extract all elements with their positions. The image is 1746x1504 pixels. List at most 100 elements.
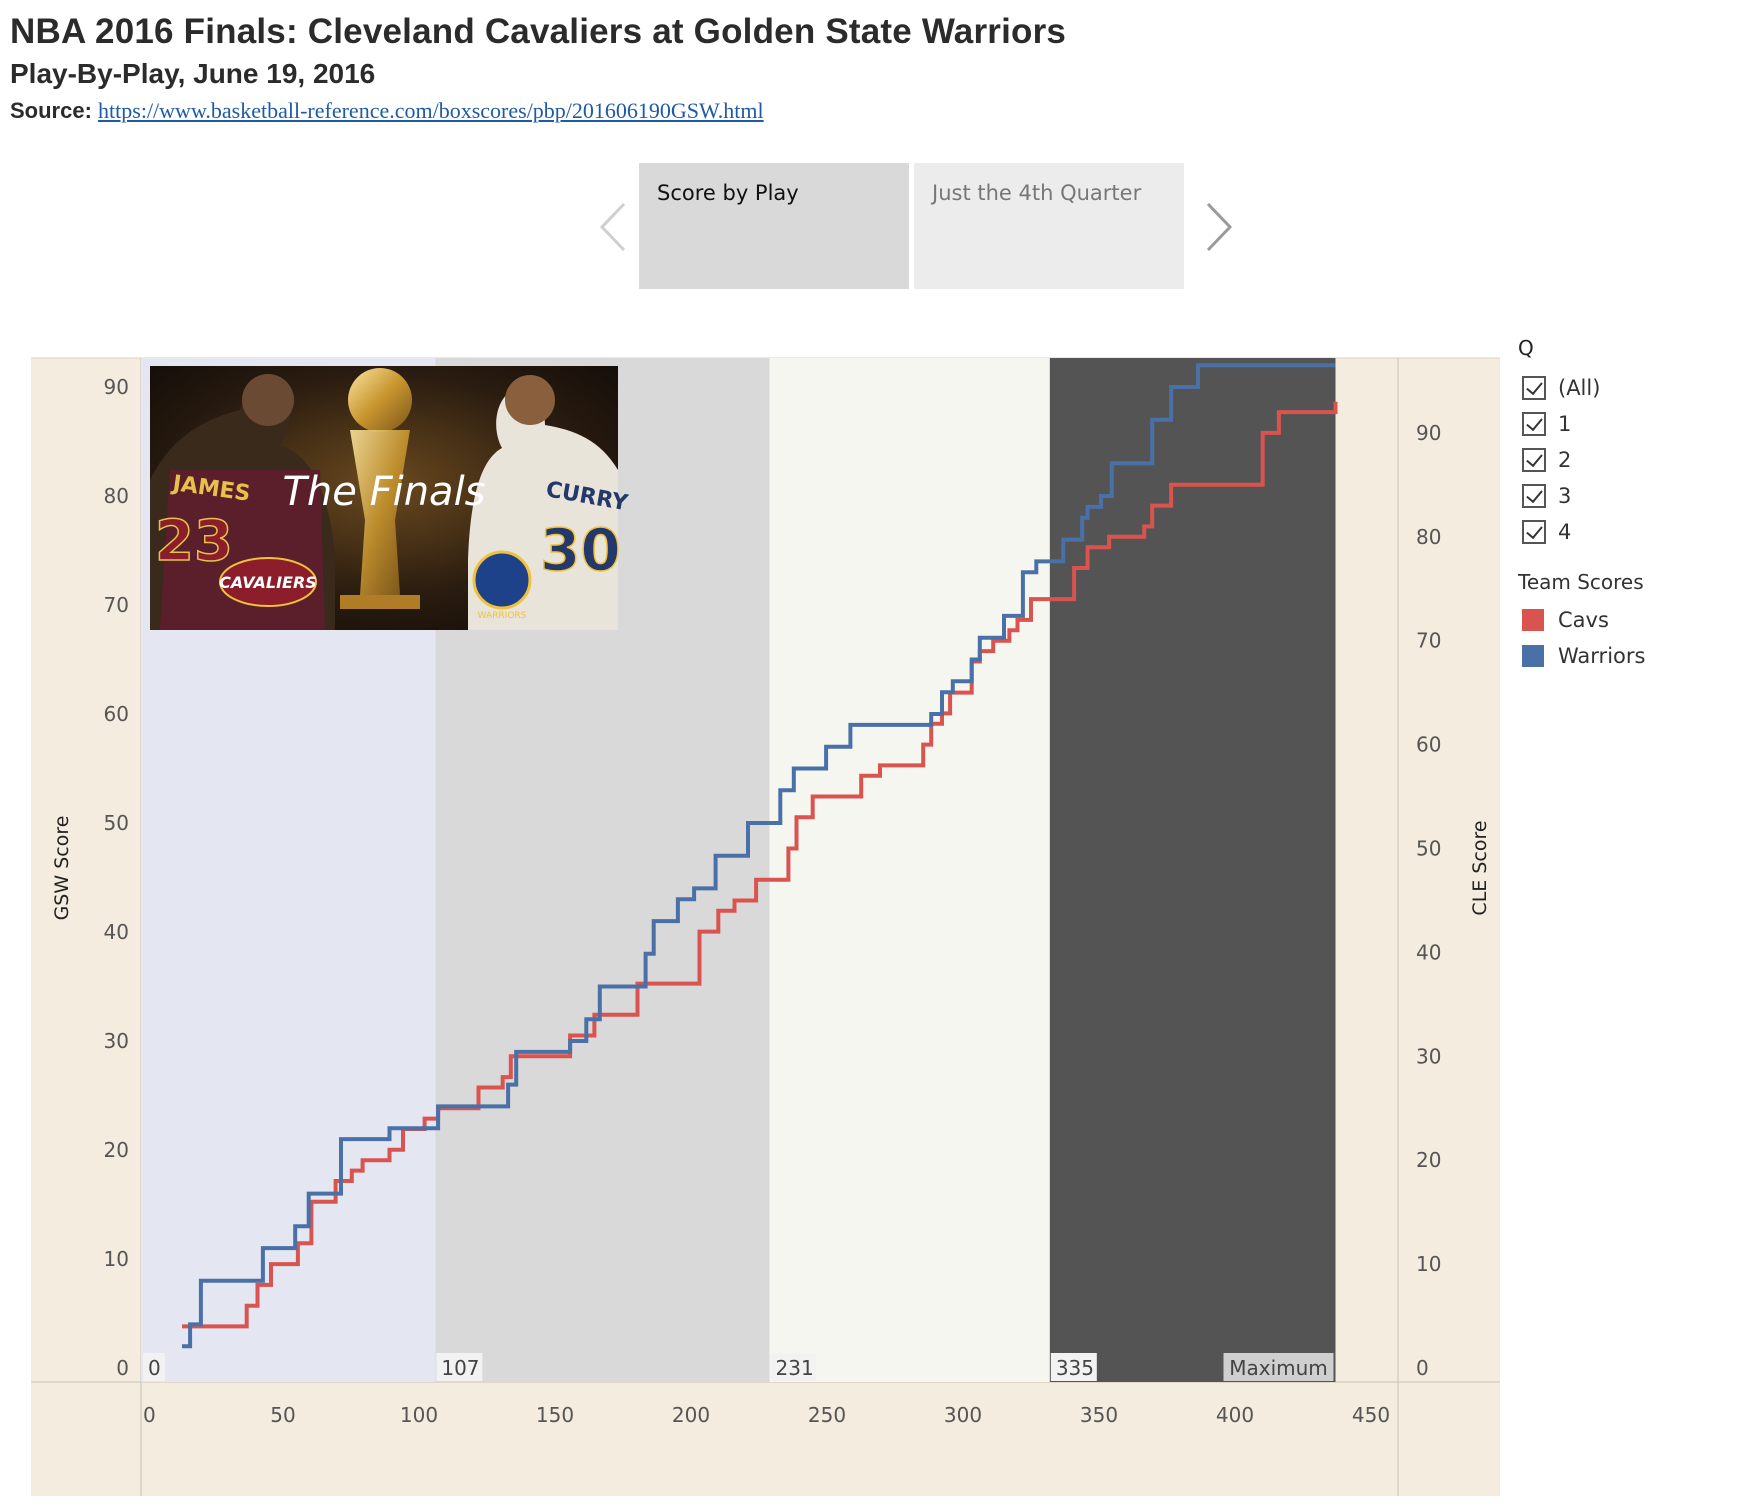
y-tick-left: 50	[104, 811, 129, 835]
y-tick-left: 60	[104, 702, 129, 726]
y-axis-label-left: GSW Score	[51, 816, 73, 921]
quarter-label-bg	[143, 1353, 165, 1381]
q-filter-all[interactable]: (All)	[1518, 370, 1645, 406]
y-tick-right: 80	[1416, 525, 1441, 549]
legend-panel: Q (All) 1 2 3 4 Team Scores Cavs Warrior…	[1518, 336, 1645, 674]
legend-label: Cavs	[1558, 608, 1609, 632]
x-tick: 350	[1080, 1403, 1118, 1427]
quarter-band-q4	[1049, 358, 1336, 1382]
q-filter-2[interactable]: 2	[1518, 442, 1645, 478]
checkbox-icon[interactable]	[1522, 448, 1546, 472]
y-tick-left: 30	[104, 1029, 129, 1053]
trophy-body	[350, 430, 410, 595]
x-tick: 150	[536, 1403, 574, 1427]
max-label-bg	[1223, 1353, 1334, 1381]
trophy-base	[340, 595, 420, 609]
y-tick-left: 90	[104, 375, 129, 399]
cavaliers-logo	[219, 557, 317, 607]
bottom-axis-panel	[31, 1382, 1500, 1496]
q-filter-label: (All)	[1558, 376, 1601, 400]
x-ticks: 0 50 100 150 200 250 300 350 400 450	[143, 1403, 1390, 1427]
tab-score-by-play[interactable]: Score by Play	[639, 163, 909, 289]
series-line-cavs	[182, 401, 1338, 1329]
quarter-start-label: 335	[1056, 1356, 1094, 1380]
checkbox-icon[interactable]	[1522, 520, 1546, 544]
page-subtitle: Play-By-Play, June 19, 2016	[10, 58, 376, 89]
finals-banner-image: JAMES 23 CURRY 30 The Finals CAVALIERS W…	[150, 366, 631, 630]
x-tick: 50	[270, 1403, 295, 1427]
y-tick-right: 30	[1416, 1044, 1441, 1068]
player-right-head	[505, 375, 555, 425]
q-filter-label: 3	[1558, 484, 1572, 508]
legend-item-warriors[interactable]: Warriors	[1518, 638, 1645, 674]
tab-just-4th-quarter[interactable]: Just the 4th Quarter	[914, 163, 1184, 289]
quarter-start-label: 0	[148, 1356, 161, 1380]
y-tick-left: 20	[104, 1138, 129, 1162]
x-tick: 250	[808, 1403, 846, 1427]
warriors-logo-text: WARRIORS	[478, 611, 527, 621]
quarter-label-bg	[1050, 1353, 1097, 1381]
y-tick-left: 10	[104, 1247, 129, 1271]
quarter-label-bg	[436, 1353, 483, 1381]
y-tick-left: 0	[116, 1356, 129, 1380]
x-tick: 300	[944, 1403, 982, 1427]
source-label: Source:	[10, 98, 92, 123]
page-title: NBA 2016 Finals: Cleveland Cavaliers at …	[10, 12, 1067, 51]
warriors-logo	[472, 550, 532, 610]
source-link[interactable]: https://www.basketball-reference.com/box…	[98, 98, 764, 123]
y-tick-right: 10	[1416, 1252, 1441, 1276]
y-tick-left: 70	[104, 593, 129, 617]
y-tick-right: 70	[1416, 629, 1441, 653]
legend-item-cavs[interactable]: Cavs	[1518, 602, 1645, 638]
team-scores-title: Team Scores	[1518, 570, 1644, 594]
player-left-head	[242, 374, 294, 426]
quarter-band-labels: 0 107 231 335 Maximum	[143, 1353, 1334, 1381]
y-tick-left: 40	[104, 920, 129, 944]
q-filter-label: 4	[1558, 520, 1572, 544]
y-tick-left: 80	[104, 484, 129, 508]
source-line: Source: https://www.basketball-reference…	[10, 98, 1066, 124]
jersey-left-number: 23	[155, 509, 233, 574]
x-tick: 400	[1216, 1403, 1254, 1427]
q-filter-label: 2	[1558, 448, 1572, 472]
trophy-ball	[348, 368, 412, 432]
quarter-label-bg	[770, 1353, 817, 1381]
x-tick: 450	[1352, 1403, 1390, 1427]
chevron-right-icon[interactable]	[1200, 200, 1236, 254]
banner-script-title: The Finals	[282, 469, 485, 515]
y-tick-right: 50	[1416, 837, 1441, 861]
y-tick-right: 40	[1416, 940, 1441, 964]
checkbox-icon[interactable]	[1522, 484, 1546, 508]
checkbox-icon[interactable]	[1522, 376, 1546, 400]
chevron-left-icon[interactable]	[596, 200, 632, 254]
y-tick-right: 60	[1416, 733, 1441, 757]
warriors-swatch	[1522, 645, 1544, 667]
checkbox-icon[interactable]	[1522, 412, 1546, 436]
header: NBA 2016 Finals: Cleveland Cavaliers at …	[10, 12, 1066, 124]
q-filter-1[interactable]: 1	[1518, 406, 1645, 442]
y-axis-label-right: CLE Score	[1469, 820, 1491, 915]
x-tick: 200	[672, 1403, 710, 1427]
q-filter-label: 1	[1558, 412, 1572, 436]
max-label: Maximum	[1229, 1356, 1328, 1380]
legend-label: Warriors	[1558, 644, 1646, 668]
right-gap-panel	[1326, 358, 1398, 1382]
y-tick-right: 90	[1416, 421, 1441, 445]
y-ticks-right: 0 10 20 30 40 50 60 70 80 90	[1416, 421, 1441, 1380]
q-filter-4[interactable]: 4	[1518, 514, 1645, 550]
quarter-bands	[141, 358, 1336, 1382]
x-tick: 100	[400, 1403, 438, 1427]
x-tick: 0	[143, 1403, 156, 1427]
q-filter-title: Q	[1518, 336, 1534, 360]
cavaliers-logo-text: CAVALIERS	[219, 573, 317, 592]
quarter-band-q3	[769, 358, 1050, 1382]
left-axis-panel	[31, 358, 141, 1382]
right-axis-panel	[1398, 358, 1500, 1382]
y-tick-right: 0	[1416, 1356, 1429, 1380]
q-filter-3[interactable]: 3	[1518, 478, 1645, 514]
y-tick-right: 20	[1416, 1148, 1441, 1172]
series-line-warriors	[182, 363, 1336, 1349]
jersey-right-number: 30	[540, 516, 621, 584]
quarter-start-label: 107	[441, 1356, 479, 1380]
